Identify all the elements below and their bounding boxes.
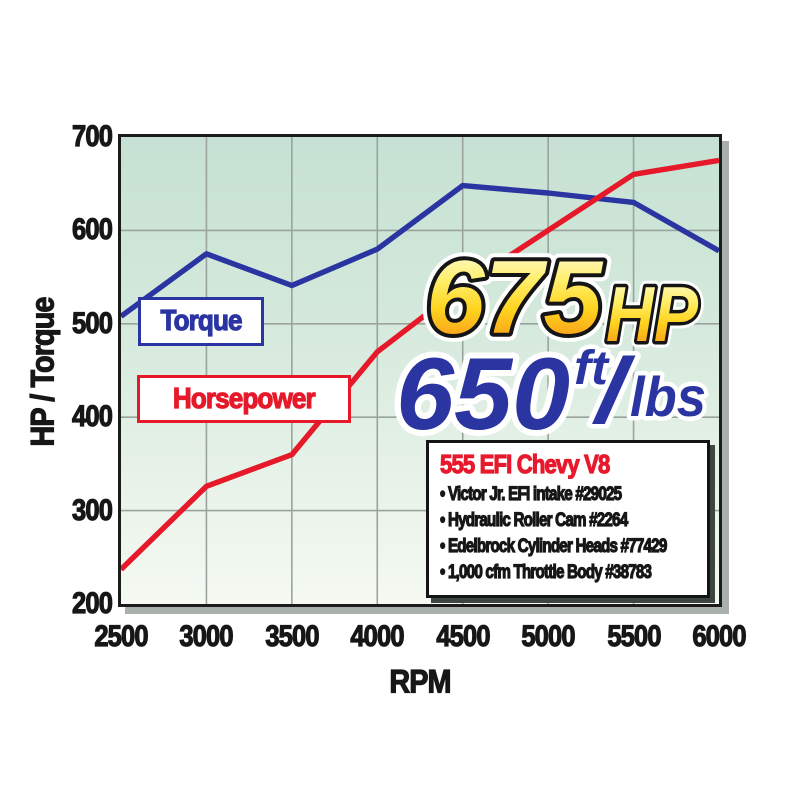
y-axis-title: HP / Torque [24,297,61,447]
hp-unit-stroke: HP [606,270,699,358]
engine-spec-item-text: Victor Jr. EFI intake #29025 [440,482,622,508]
x-tick-label: 2500 [94,620,149,653]
y-tick-label: 600 [71,213,113,247]
horsepower-curve [121,157,719,572]
x-tick-label: 5000 [521,620,576,653]
x-tick-label: 6000 [692,620,747,653]
engine-spec-title: 555 EFI Chevy V8 [439,448,610,479]
y-tick-label: 200 [71,587,113,620]
y-tick-label: 700 [71,120,113,153]
torque-unit-ft: ft [574,342,610,395]
torque-curve [121,182,719,319]
x-tick-label: 4500 [436,620,491,653]
engine-spec-item: Edelbrock Cylinder Heads #77429 [440,534,696,560]
torque-unit-lbs: lbs [630,365,706,428]
engine-spec-item-text: Hydraulic Roller Cam #2264 [440,508,628,534]
x-tick-label: 5500 [606,620,661,653]
engine-spec-item: 1,000 cfm Throttle Body #38783 [440,560,696,586]
legend-torque: Torque [138,297,264,346]
x-tick-label: 3500 [265,620,320,653]
x-tick-label: 3000 [179,620,234,653]
torque-value-outline: 650 [396,337,570,451]
legend-torque-label: Torque [160,304,243,337]
hp-unit-outline: HP [606,270,699,358]
legend-horsepower-label: Horsepower [173,382,317,415]
torque-peak-text: 650 650 ft ft / / lbs lbs [390,331,711,457]
y-tick-label: 300 [71,493,113,527]
hp-unit: HP [606,270,699,358]
engine-spec-list: Victor Jr. EFI intake #29025Hydraulic Ro… [440,482,696,586]
torque-unit-ft-outline: ft [574,342,610,395]
hp-value-stroke: 675 [426,240,604,356]
y-tick-label: 400 [71,400,113,434]
engine-spec-item-text: Edelbrock Cylinder Heads #77429 [440,534,667,560]
engine-spec-item-text: 1,000 cfm Throttle Body #38783 [440,560,652,586]
torque-unit-lbs-outline: lbs [630,365,706,428]
engine-spec-box: 555 EFI Chevy V8 Victor Jr. EFI intake #… [426,440,710,598]
torque-value: 650 [396,337,570,451]
hp-value-outline: 675 [426,240,604,356]
legend-horsepower: Horsepower [137,375,351,423]
hp-peak-text: 675 675 675 HP HP HP [418,232,705,365]
hp-value: 675 [426,240,604,356]
y-tick-label: 500 [71,306,113,340]
peak-values-callout: 675 675 675 HP HP HP 650 650 ft ft / / l… [390,232,730,457]
engine-spec-item: Hydraulic Roller Cam #2264 [440,508,696,534]
x-tick-label: 4000 [350,620,405,653]
plot-area: Torque Horsepower 675 675 [118,134,722,607]
engine-spec-item: Victor Jr. EFI intake #29025 [440,482,696,508]
x-axis-title: RPM [389,663,452,700]
